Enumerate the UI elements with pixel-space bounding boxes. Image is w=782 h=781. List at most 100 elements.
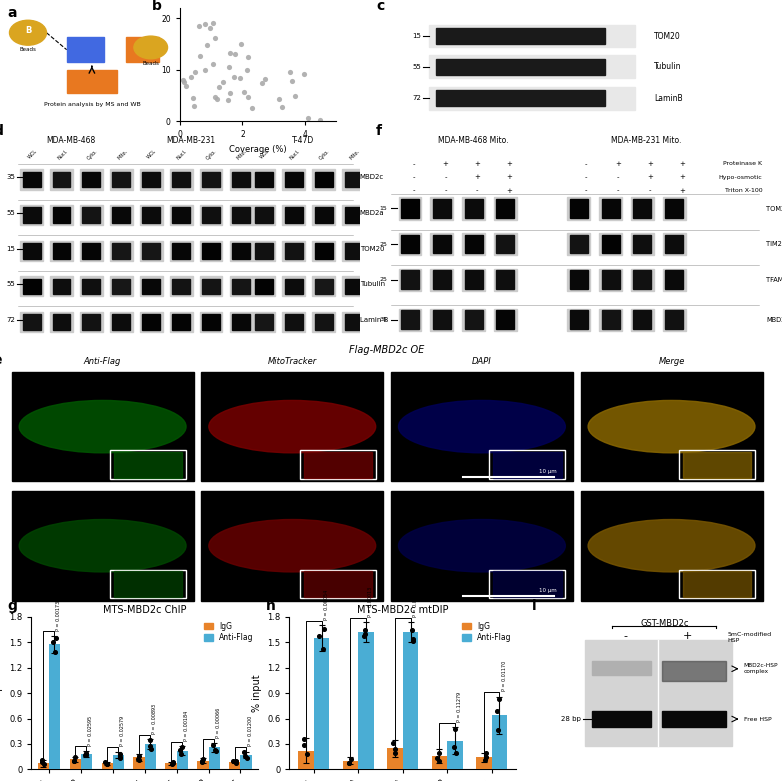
Point [235,37,247,50]
Bar [601,270,619,289]
Point [99,756,112,769]
Bar [679,451,755,479]
Bar [285,243,303,259]
Text: 55: 55 [412,64,421,70]
Point [174,744,187,756]
Text: P = 0.01170: P = 0.01170 [502,662,507,691]
Bar [490,569,565,598]
Bar [312,241,335,261]
Bar [430,269,453,291]
Bar [569,199,588,218]
Bar [170,241,192,261]
Text: 15: 15 [379,206,387,211]
Point [275,101,288,113]
Bar [255,279,273,294]
Bar [232,279,250,294]
Text: P = 0.01200: P = 0.01200 [248,716,253,747]
Bar [494,269,517,291]
Text: MBD2c: MBD2c [766,317,782,323]
Y-axis label: % input: % input [0,674,3,712]
Bar [490,451,565,479]
Bar [170,169,192,190]
Bar [662,711,726,726]
Bar [52,207,70,223]
Text: MBD2c-HSP
complex: MBD2c-HSP complex [744,663,778,674]
Bar [314,172,332,187]
Bar [493,571,561,597]
Text: WCL: WCL [146,148,158,159]
Text: MitoTracker: MitoTracker [267,357,317,366]
Bar [282,312,305,332]
Bar [663,198,686,219]
Bar [599,269,622,291]
Text: -: - [617,187,619,194]
Bar [494,308,517,331]
Text: 25: 25 [379,241,387,247]
Text: a: a [8,5,17,20]
Bar [343,169,365,190]
Text: h: h [266,599,276,613]
Bar [399,269,421,291]
Text: +: + [683,631,691,640]
Bar [430,308,453,331]
Text: LaminB: LaminB [654,94,683,103]
Bar [66,70,117,93]
Bar [172,207,190,223]
Bar [497,199,515,218]
Text: MBD2a: MBD2a [360,210,384,216]
Bar [663,233,686,255]
Point [238,86,250,98]
Bar [113,172,131,187]
Bar [585,640,732,747]
Text: e: e [0,353,2,367]
Point [193,50,206,62]
Bar [230,312,253,332]
Point [196,756,209,769]
Bar [201,372,383,481]
Text: c: c [376,0,384,12]
Bar [430,198,453,219]
Bar [400,235,419,253]
Point [230,754,242,767]
Title: MTS-MBD2c mtDIP: MTS-MBD2c mtDIP [357,604,449,615]
Bar [432,235,450,253]
Bar [399,308,421,331]
Text: Anti-Flag: Anti-Flag [84,357,121,366]
Bar [50,241,73,261]
Text: 10 μm: 10 μm [539,588,557,594]
Bar [199,205,223,225]
Bar [343,761,358,769]
Bar [298,751,314,769]
Text: 28 bp: 28 bp [561,716,580,722]
Text: Merge: Merge [658,357,685,366]
Bar [400,310,419,329]
Bar [253,169,275,190]
Bar [345,172,363,187]
Bar [343,276,365,296]
Bar [601,310,619,329]
Bar [140,312,163,332]
Text: Tubulin: Tubulin [654,62,681,71]
Bar [663,269,686,291]
Bar [300,569,375,598]
Point [199,64,212,77]
Text: Nucl.: Nucl. [56,148,69,161]
Bar [142,243,160,259]
Text: +: + [443,161,448,167]
Point [80,747,92,760]
Bar [462,233,485,255]
Bar [253,205,275,225]
Bar [82,314,100,330]
Bar [493,451,561,478]
Circle shape [9,20,46,45]
Point [228,70,240,83]
Bar [314,243,332,259]
Text: TFAM (MM): TFAM (MM) [766,276,782,283]
Bar [569,235,588,253]
Bar [683,571,752,597]
Bar [599,308,622,331]
Text: +: + [647,161,653,167]
Bar [345,279,363,294]
Bar [255,243,273,259]
Point [240,751,253,764]
